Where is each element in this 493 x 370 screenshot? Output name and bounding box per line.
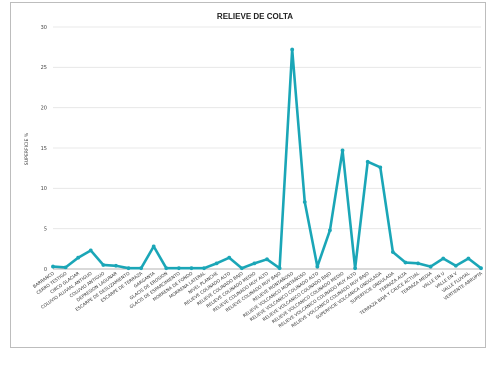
data-point [139, 266, 144, 271]
data-point [265, 257, 269, 262]
series-line [51, 48, 483, 270]
data-point [214, 261, 219, 266]
data-point [428, 264, 433, 269]
y-tick-label: 5 [44, 226, 47, 232]
data-point [378, 165, 383, 170]
data-point [365, 159, 370, 164]
y-tick-label: 15 [41, 146, 47, 152]
data-point [88, 248, 93, 253]
data-point [353, 266, 358, 271]
grid-lines [53, 26, 481, 270]
data-point [466, 256, 471, 261]
data-point [101, 263, 106, 267]
data-point [189, 266, 194, 271]
data-point [227, 255, 232, 260]
data-point [416, 261, 420, 266]
data-point [239, 266, 244, 271]
data-point [126, 266, 131, 271]
data-point [51, 264, 55, 269]
y-tick-label: 10 [41, 186, 47, 192]
y-tick-label: 20 [41, 105, 47, 111]
data-point [441, 256, 446, 261]
data-point [390, 250, 395, 254]
data-point [328, 228, 332, 233]
line-chart: RELIEVE DE COLTA 0 5 10 15 20 25 30 SUPERFICIE… [24, 12, 484, 330]
data-point [114, 263, 118, 268]
data-point [403, 260, 408, 265]
data-point [202, 266, 206, 271]
series-group [51, 47, 483, 271]
y-tick-label: 30 [41, 25, 47, 31]
data-point [63, 265, 68, 270]
data-point [315, 264, 320, 269]
y-tick-label: 0 [44, 267, 47, 273]
y-axis-label: SUPERFICIE % [24, 132, 30, 165]
data-point [453, 263, 458, 268]
data-point [340, 148, 345, 153]
chart-frame: RELIEVE DE COLTA 0 5 10 15 20 25 30 SUPERFICIE… [10, 2, 486, 348]
data-point [252, 261, 257, 266]
chart-title: RELIEVE DE COLTA [217, 12, 293, 21]
data-point [176, 266, 181, 271]
data-point [479, 266, 483, 271]
y-axis: 0 5 10 15 20 25 30 [41, 25, 47, 273]
data-point [76, 255, 81, 260]
data-point [164, 266, 169, 271]
data-point [290, 47, 295, 52]
y-tick-label: 25 [41, 65, 47, 71]
data-point [302, 200, 307, 204]
data-point [151, 244, 156, 249]
data-point [277, 266, 282, 271]
